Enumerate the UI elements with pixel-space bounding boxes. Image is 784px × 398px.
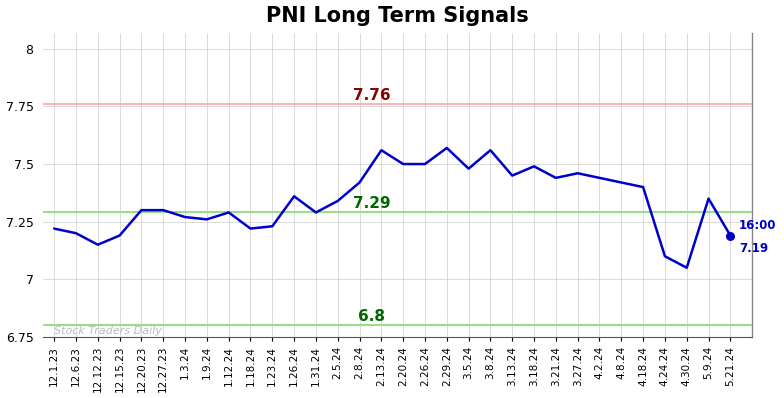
Text: 7.29: 7.29 xyxy=(353,196,390,211)
Text: Stock Traders Daily: Stock Traders Daily xyxy=(54,326,162,336)
Text: 6.8: 6.8 xyxy=(358,309,386,324)
Text: 7.76: 7.76 xyxy=(353,88,390,103)
Text: 7.19: 7.19 xyxy=(739,242,768,255)
Point xyxy=(724,232,737,239)
Title: PNI Long Term Signals: PNI Long Term Signals xyxy=(267,6,529,25)
Text: 16:00: 16:00 xyxy=(739,219,777,232)
